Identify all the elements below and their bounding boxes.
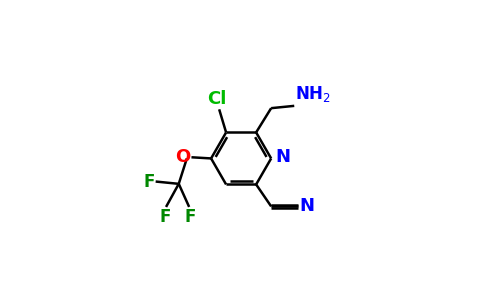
Text: Cl: Cl: [207, 90, 227, 108]
Text: F: F: [184, 208, 196, 226]
Text: N: N: [300, 197, 315, 215]
Text: F: F: [159, 208, 170, 226]
Text: NH$_2$: NH$_2$: [295, 83, 331, 103]
Text: F: F: [143, 172, 154, 190]
Text: N: N: [275, 148, 290, 166]
Text: O: O: [175, 148, 190, 166]
